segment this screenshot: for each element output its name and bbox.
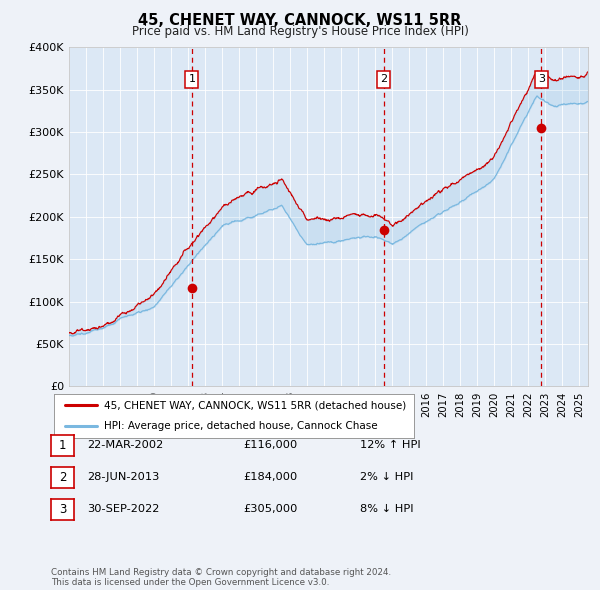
Text: 3: 3 xyxy=(538,74,545,84)
Text: £305,000: £305,000 xyxy=(243,504,298,514)
Text: 45, CHENET WAY, CANNOCK, WS11 5RR: 45, CHENET WAY, CANNOCK, WS11 5RR xyxy=(139,13,461,28)
Text: 1: 1 xyxy=(188,74,196,84)
Text: 30-SEP-2022: 30-SEP-2022 xyxy=(87,504,160,514)
Text: Price paid vs. HM Land Registry's House Price Index (HPI): Price paid vs. HM Land Registry's House … xyxy=(131,25,469,38)
Text: 2: 2 xyxy=(380,74,387,84)
Text: 28-JUN-2013: 28-JUN-2013 xyxy=(87,473,160,482)
Text: 3: 3 xyxy=(59,503,66,516)
Text: 1: 1 xyxy=(59,439,66,452)
Text: Contains HM Land Registry data © Crown copyright and database right 2024.
This d: Contains HM Land Registry data © Crown c… xyxy=(51,568,391,587)
Text: HPI: Average price, detached house, Cannock Chase: HPI: Average price, detached house, Cann… xyxy=(104,421,378,431)
Text: 45, CHENET WAY, CANNOCK, WS11 5RR (detached house): 45, CHENET WAY, CANNOCK, WS11 5RR (detac… xyxy=(104,401,407,411)
Text: £116,000: £116,000 xyxy=(243,441,297,450)
Text: 22-MAR-2002: 22-MAR-2002 xyxy=(87,441,163,450)
Text: 2: 2 xyxy=(59,471,66,484)
Text: 8% ↓ HPI: 8% ↓ HPI xyxy=(360,504,413,514)
Text: 12% ↑ HPI: 12% ↑ HPI xyxy=(360,441,421,450)
Text: 2% ↓ HPI: 2% ↓ HPI xyxy=(360,473,413,482)
Text: £184,000: £184,000 xyxy=(243,473,297,482)
